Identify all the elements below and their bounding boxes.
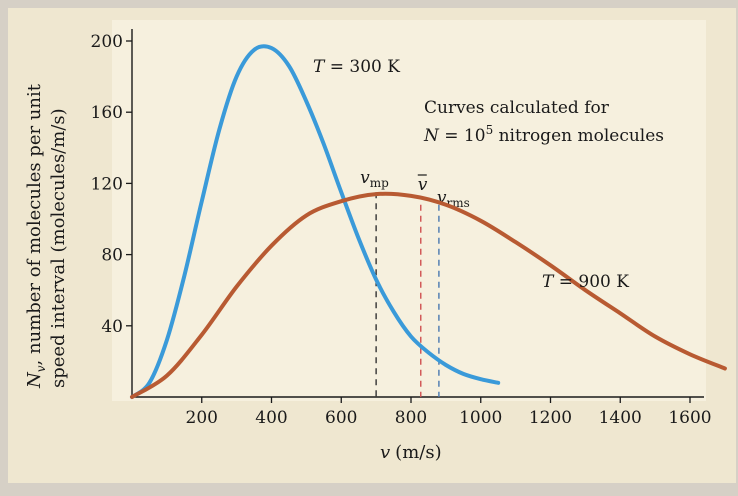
y-tick-label: 40 <box>101 317 123 337</box>
x-tick-label: 1600 <box>668 408 711 428</box>
t300-label-var: T <box>313 57 326 77</box>
x-axis-title: v (m/s) <box>380 442 442 463</box>
series-line-300k <box>130 44 501 399</box>
plot-frame <box>112 20 706 401</box>
y-tick-label: 120 <box>91 174 123 194</box>
note-line1: Curves calculated for <box>424 98 610 118</box>
x-axis-title-var: v <box>380 442 390 463</box>
y-axis-title-var: N <box>24 371 45 389</box>
x-tick-label: 400 <box>255 408 287 428</box>
y-tick-label: 200 <box>91 32 123 52</box>
x-tick-label: 800 <box>395 408 427 428</box>
x-tick-label: 1000 <box>459 408 502 428</box>
note-line2-exp: 5 <box>486 123 494 137</box>
x-tick-label: 600 <box>325 408 357 428</box>
t300-label: T = 300 K <box>313 57 400 77</box>
x-tick-label: 1400 <box>599 408 642 428</box>
t900-label: T = 900 K <box>542 272 629 292</box>
y-axis-title-line2: speed interval (molecules/m/s) <box>48 108 69 388</box>
y-axis-title-sub: v <box>34 365 48 372</box>
y-tick-label: 160 <box>91 103 123 123</box>
axes: 40 80 120 160 200 200 400 600 800 1000 1200 1400 160… <box>91 29 712 428</box>
t900-label-rest: = 900 K <box>553 272 629 292</box>
t900-label-var: T <box>542 272 555 292</box>
x-axis-title-unit: (m/s) <box>395 442 441 463</box>
x-tick-label: 200 <box>186 408 218 428</box>
y-axis-title-rest: , number of molecules per unit <box>24 83 45 365</box>
note-line2-eq: = 10 <box>439 126 486 146</box>
note-line2: N = 105 nitrogen molecules <box>423 123 664 146</box>
speed-marker-label: vmp <box>360 168 389 190</box>
x-tick-label: 1200 <box>529 408 572 428</box>
y-axis-title: Nv, number of molecules per unit <box>24 83 48 389</box>
speed-marker-label: v <box>418 175 428 195</box>
t300-label-rest: = 300 K <box>324 57 400 77</box>
series-lines <box>130 44 727 399</box>
note-line2-var: N <box>423 126 440 146</box>
note-line2-rest: nitrogen molecules <box>493 126 664 146</box>
y-tick-label: 80 <box>101 246 123 266</box>
series-line-900k <box>130 191 727 399</box>
